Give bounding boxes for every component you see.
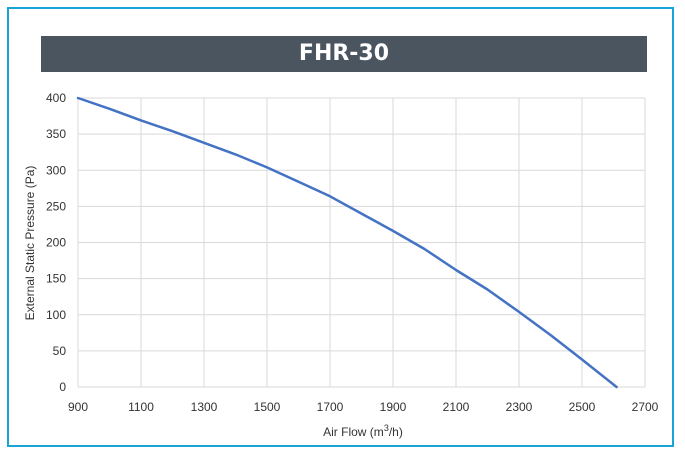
- series-line: [76, 96, 618, 389]
- x-tick-label: 2700: [632, 400, 659, 414]
- y-tick-label: 350: [46, 127, 66, 141]
- x-tick-label: 1100: [128, 400, 154, 414]
- x-tick-label: 2100: [443, 400, 470, 414]
- x-axis-title: Air Flow (m3/h): [323, 423, 403, 439]
- x-axis-title-tail: /h): [389, 425, 403, 439]
- y-tick-label: 250: [46, 199, 66, 213]
- x-tick-label: 1700: [317, 400, 344, 414]
- x-tick-label: 900: [68, 400, 88, 414]
- chart-frame: [7, 7, 674, 447]
- x-tick-label: 2300: [506, 400, 533, 414]
- grid: [77, 97, 646, 388]
- y-tick-label: 400: [46, 91, 66, 105]
- x-axis-title-sup: 3: [384, 423, 389, 433]
- y-tick-label: 300: [46, 163, 66, 177]
- chart-title: FHR-30: [41, 36, 647, 72]
- x-tick-label: 1300: [191, 400, 218, 414]
- y-tick-label: 0: [59, 380, 66, 394]
- y-tick-label: 100: [46, 308, 66, 322]
- x-tick-label: 2500: [569, 400, 596, 414]
- x-tick-label: 1900: [380, 400, 407, 414]
- y-axis-title: External Static Pressure (Pa): [23, 166, 37, 321]
- y-tick-label: 150: [46, 272, 66, 286]
- x-tick-label: 1500: [254, 400, 281, 414]
- y-tick-label: 50: [53, 344, 67, 358]
- y-tick-labels: 0 50 100 150 200 250 300 350 400: [46, 91, 66, 394]
- y-tick-label: 200: [46, 236, 66, 250]
- x-axis-title-main: Air Flow (m: [323, 425, 384, 439]
- x-tick-labels: 900 1100 1300 1500 1700 1900 2100 2300 2500 2700: [68, 400, 659, 414]
